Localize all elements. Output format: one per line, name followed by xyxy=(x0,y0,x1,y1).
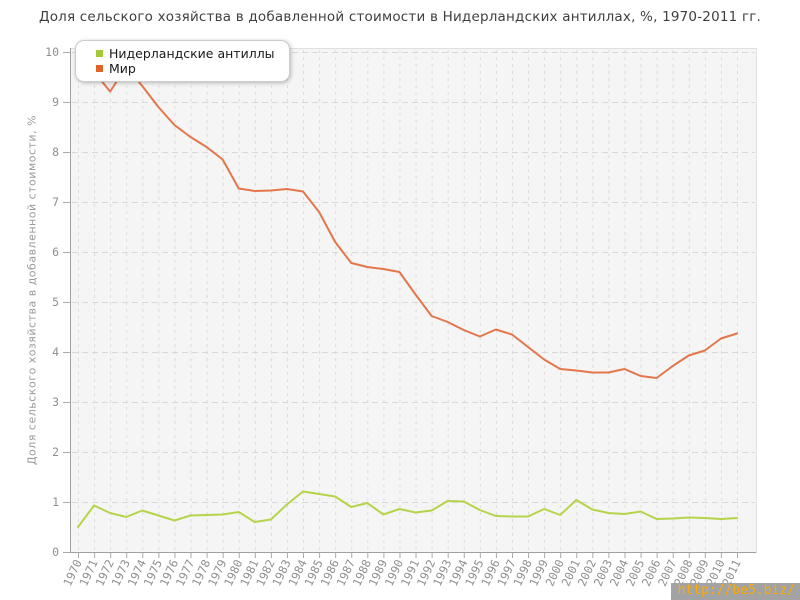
y-tick-label: 4 xyxy=(52,345,59,359)
y-tick-label: 2 xyxy=(52,445,59,459)
legend-label: Нидерландские антиллы xyxy=(109,46,275,61)
y-tick-label: 6 xyxy=(52,245,59,259)
legend-label: Мир xyxy=(109,61,136,76)
series-line-world xyxy=(77,51,738,379)
chart-title: Доля сельского хозяйства в добавленной с… xyxy=(38,9,762,25)
y-tick-label: 3 xyxy=(52,395,59,409)
legend-item-world: Мир xyxy=(96,61,275,76)
series-line-netherlands-antilles xyxy=(77,490,738,528)
legend-item-netherlands-antilles: Нидерландские антиллы xyxy=(96,46,275,61)
y-tick-label: 10 xyxy=(45,45,59,59)
y-tick-label: 7 xyxy=(52,195,59,209)
y-tick-label: 5 xyxy=(52,295,59,309)
y-tick-label: 8 xyxy=(52,145,59,159)
watermark-link[interactable]: http://be5.biz/ xyxy=(670,583,800,600)
y-tick-label: 9 xyxy=(52,95,59,109)
legend-swatch-icon xyxy=(96,65,103,72)
y-tick-label: 0 xyxy=(52,545,59,559)
legend-swatch-icon xyxy=(96,50,103,57)
y-tick-label: 1 xyxy=(52,495,59,509)
legend: Нидерландские антиллы Мир xyxy=(75,40,290,82)
